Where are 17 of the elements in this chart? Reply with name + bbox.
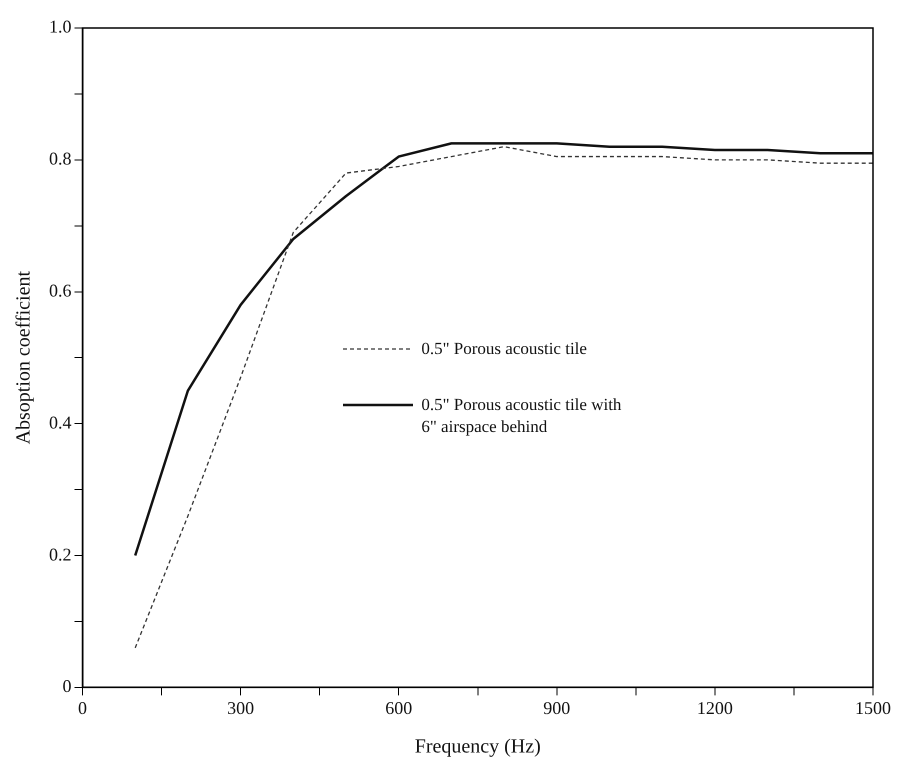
x-tick-label: 0 <box>78 698 87 718</box>
x-tick-label: 300 <box>227 698 254 718</box>
legend-label: 0.5" Porous acoustic tile with 6" airspace behind <box>421 394 622 438</box>
x-axis-title: Frequency (Hz) <box>414 735 541 758</box>
y-tick-label: 0.2 <box>49 544 72 564</box>
y-tick-label: 0.4 <box>49 412 72 432</box>
y-axis-title: Absoption coefficient <box>12 270 34 444</box>
legend-label: 0.5" Porous acoustic tile <box>421 338 588 360</box>
line-series <box>134 146 873 648</box>
x-tick-label: 1200 <box>696 698 733 718</box>
x-tick-label: 900 <box>543 698 570 718</box>
x-tick-label: 1500 <box>855 698 891 718</box>
x-tick-label: 600 <box>385 698 412 718</box>
y-tick-label: 0 <box>62 676 72 696</box>
y-tick-label: 0.8 <box>49 148 72 169</box>
y-tick-label: 0.6 <box>49 280 72 300</box>
y-tick-label: 1.0 <box>49 16 72 37</box>
